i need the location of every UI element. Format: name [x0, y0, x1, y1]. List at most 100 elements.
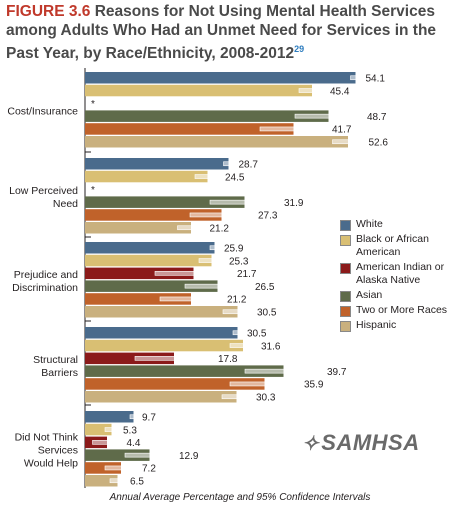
- confidence-interval: [104, 465, 138, 471]
- bar: [85, 462, 121, 474]
- data-label: 54.1: [366, 74, 386, 85]
- bar: [85, 110, 329, 122]
- bar: [85, 222, 191, 234]
- legend-swatch: [340, 291, 351, 302]
- bar: [85, 254, 212, 267]
- data-label: 48.7: [367, 112, 387, 123]
- legend-swatch: [340, 263, 351, 274]
- data-label: 39.7: [327, 367, 347, 378]
- data-label: 30.5: [247, 329, 267, 340]
- confidence-interval: [229, 343, 257, 348]
- legend-item: American Indian or Alaska Native: [340, 261, 468, 287]
- legend-label: Hispanic: [356, 319, 397, 331]
- data-label: 25.9: [224, 244, 244, 255]
- bar: [85, 267, 194, 280]
- data-label: 21.7: [237, 269, 257, 280]
- category-label: Prejudice and: [14, 269, 78, 281]
- bar: [85, 339, 243, 352]
- confidence-interval: [229, 381, 300, 387]
- figure-title-text: Reasons for Not Using Mental Health Serv…: [6, 3, 437, 63]
- data-label: 30.5: [257, 308, 277, 319]
- bar: [85, 209, 222, 221]
- suppressed-marker: *: [91, 185, 95, 196]
- category-label: Structural: [33, 354, 78, 366]
- bar: [85, 158, 229, 170]
- confidence-interval: [222, 309, 253, 315]
- bar: [85, 136, 348, 148]
- footnote-ref: 29: [294, 44, 305, 54]
- bar: [85, 306, 238, 318]
- bar: [85, 411, 134, 423]
- confidence-interval: [221, 394, 252, 400]
- bar: [85, 84, 312, 97]
- bar: [85, 475, 118, 487]
- data-label: 9.7: [142, 413, 156, 424]
- data-label: 6.5: [130, 477, 144, 488]
- category-label: Cost/Insurance: [7, 105, 78, 117]
- bar: [85, 72, 356, 84]
- legend-label: Black or African American: [356, 233, 429, 258]
- data-label: 4.4: [127, 438, 141, 449]
- legend-swatch: [340, 235, 351, 246]
- confidence-interval: [294, 113, 363, 119]
- legend-label: White: [356, 218, 383, 230]
- samhsa-logo: ✧SAMHSA: [302, 430, 420, 456]
- confidence-interval: [209, 199, 280, 205]
- confidence-interval: [92, 440, 122, 445]
- legend-label: Asian: [356, 289, 383, 301]
- confidence-interval: [134, 356, 214, 361]
- confidence-interval: [298, 88, 326, 93]
- data-label: 41.7: [332, 125, 352, 136]
- bar: [85, 123, 294, 135]
- category-label: Discrimination: [12, 282, 78, 294]
- data-label: 35.9: [304, 380, 324, 391]
- bar: [85, 365, 284, 377]
- confidence-interval: [259, 126, 328, 132]
- bar: [85, 378, 265, 390]
- data-label: 5.3: [123, 425, 137, 436]
- confidence-interval: [159, 296, 223, 302]
- logo-text: SAMHSA: [321, 430, 420, 455]
- chart-legend: White Black or African American American I…: [340, 218, 468, 334]
- data-label: 25.3: [229, 256, 249, 267]
- data-label: 21.2: [227, 295, 247, 306]
- confidence-interval: [332, 139, 364, 145]
- category-label: Low Perceived: [9, 185, 78, 197]
- bar: [85, 391, 237, 403]
- category-label: Would Help: [24, 457, 78, 469]
- legend-item: White: [340, 218, 468, 231]
- bar: [85, 423, 112, 436]
- legend-item: Two or More Races: [340, 304, 468, 317]
- confidence-interval: [109, 478, 126, 484]
- confidence-interval: [223, 161, 234, 167]
- confidence-interval: [104, 427, 119, 432]
- legend-label: Two or More Races: [356, 304, 448, 316]
- legend-swatch: [340, 321, 351, 332]
- data-label: 26.5: [255, 282, 275, 293]
- legend-label: American Indian or Alaska Native: [356, 261, 445, 286]
- confidence-interval: [194, 174, 221, 179]
- bar: [85, 242, 215, 254]
- bar: [85, 196, 245, 208]
- bar: [85, 449, 150, 461]
- data-label: 7.2: [142, 464, 156, 475]
- confidence-interval: [244, 368, 323, 374]
- category-label: Need: [53, 198, 78, 210]
- chart-title: FIGURE 3.6 Reasons for Not Using Mental …: [6, 2, 446, 63]
- category-label: Barriers: [41, 367, 78, 379]
- data-label: 31.9: [284, 198, 304, 209]
- bar: [85, 280, 218, 292]
- confidence-interval: [177, 225, 205, 231]
- data-label: 45.4: [330, 86, 350, 97]
- data-label: 28.7: [239, 160, 259, 171]
- data-label: 31.6: [261, 341, 281, 352]
- confidence-interval: [189, 212, 254, 218]
- legend-swatch: [340, 306, 351, 317]
- figure-label: FIGURE 3.6: [6, 3, 91, 20]
- bar: [85, 352, 174, 365]
- data-label: 24.5: [225, 172, 245, 183]
- legend-item: Hispanic: [340, 319, 468, 332]
- x-axis-label: Annual Average Percentage and 95% Confid…: [109, 492, 371, 503]
- confidence-interval: [129, 414, 138, 420]
